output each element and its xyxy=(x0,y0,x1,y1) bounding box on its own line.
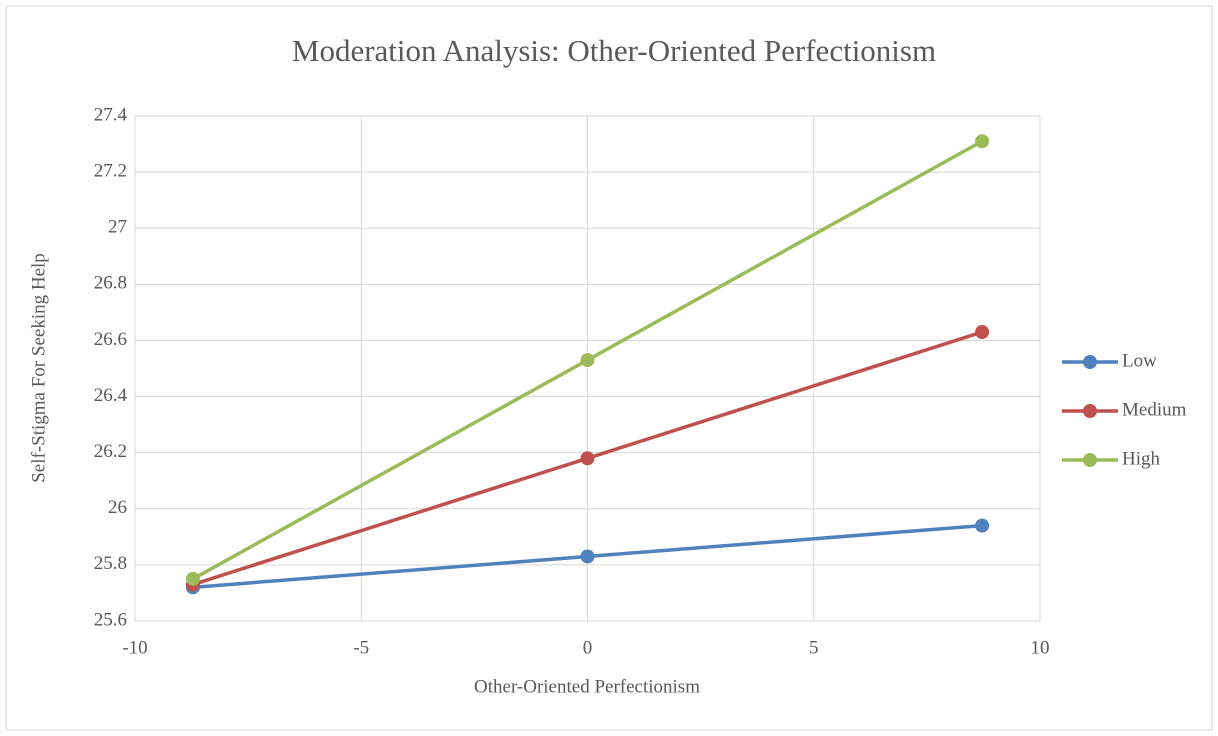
y-tick-label: 26.6 xyxy=(94,329,127,350)
x-tick-label: 5 xyxy=(809,637,819,658)
x-tick-label: 10 xyxy=(1031,637,1050,658)
y-tick-label: 27.4 xyxy=(94,104,128,125)
y-tick-label: 26 xyxy=(108,497,127,518)
data-point xyxy=(580,549,595,564)
legend-label: Low xyxy=(1122,350,1157,371)
data-point xyxy=(975,325,990,340)
y-axis-label: Self-Stigma For Seeking Help xyxy=(28,253,49,483)
x-tick-label: -10 xyxy=(122,637,147,658)
chart-border xyxy=(5,5,1213,731)
y-tick-label: 27.2 xyxy=(94,160,127,181)
y-tick-label: 26.8 xyxy=(94,273,127,294)
y-tick-label: 27 xyxy=(108,217,127,238)
y-tick-label: 25.6 xyxy=(94,609,127,630)
legend-marker xyxy=(1083,404,1097,418)
x-axis-label: Other-Oriented Perfectionism xyxy=(474,676,700,697)
y-tick-label: 26.4 xyxy=(94,385,128,406)
data-point xyxy=(580,451,595,466)
chart-title: Moderation Analysis: Other-Oriented Perf… xyxy=(292,33,936,68)
data-point xyxy=(185,571,200,586)
data-point xyxy=(975,134,990,149)
legend-marker xyxy=(1083,453,1097,467)
data-point xyxy=(975,518,990,533)
legend-label: Medium xyxy=(1122,399,1187,420)
y-tick-label: 26.2 xyxy=(94,441,127,462)
legend-label: High xyxy=(1122,448,1161,469)
y-tick-label: 25.8 xyxy=(94,553,127,574)
x-tick-label: -5 xyxy=(353,637,369,658)
data-point xyxy=(580,353,595,368)
legend-marker xyxy=(1083,355,1097,369)
x-tick-label: 0 xyxy=(583,637,593,658)
